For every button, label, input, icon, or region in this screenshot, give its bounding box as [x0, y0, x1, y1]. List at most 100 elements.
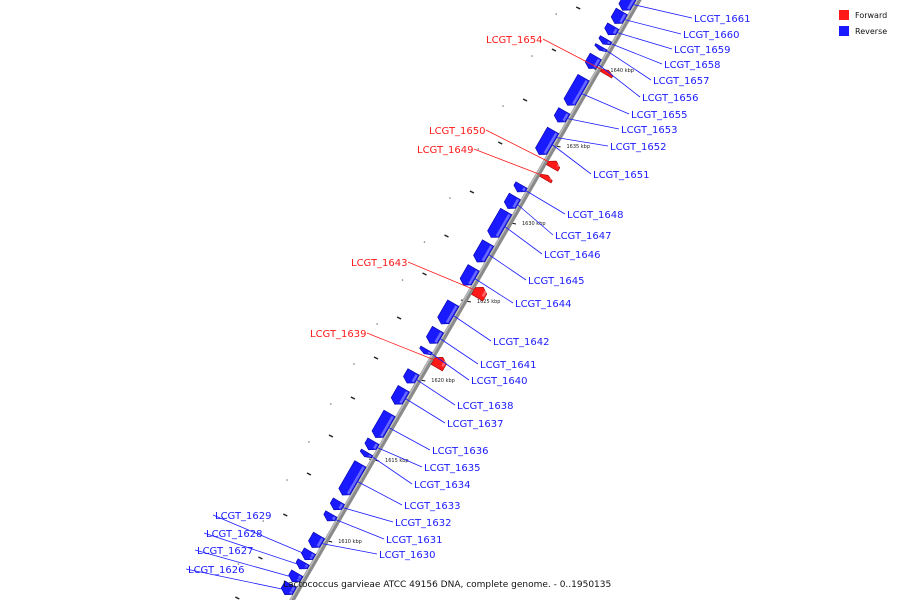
gene-label[interactable]: LCGT_1652	[610, 142, 667, 153]
gene-block[interactable]	[512, 181, 528, 195]
gene-label[interactable]: LCGT_1650	[429, 126, 486, 137]
gene-shine	[346, 466, 365, 495]
gene-block[interactable]	[502, 192, 521, 212]
gene-block[interactable]	[322, 510, 338, 524]
gene-label[interactable]: LCGT_1638	[457, 401, 514, 412]
track-dash	[422, 272, 427, 276]
gene-shape	[598, 35, 613, 46]
gene-block[interactable]	[539, 172, 554, 184]
gene-block[interactable]	[594, 43, 608, 54]
gene-block[interactable]	[424, 325, 445, 346]
gene-label[interactable]: LCGT_1630	[379, 550, 436, 561]
gene-shape	[594, 43, 608, 53]
gene-label[interactable]: LCGT_1657	[653, 76, 710, 87]
gene-label[interactable]: LCGT_1641	[480, 360, 537, 371]
gene-block[interactable]	[546, 158, 562, 172]
gene-label[interactable]: LCGT_1636	[432, 446, 489, 457]
gene-label[interactable]: LCGT_1640	[471, 376, 528, 387]
track-dot	[423, 241, 426, 243]
gene-block[interactable]	[359, 448, 374, 460]
gene-label[interactable]: LCGT_1644	[515, 299, 572, 310]
gene-block[interactable]	[603, 22, 620, 38]
gene-label[interactable]: LCGT_1661	[694, 14, 751, 25]
gene-leader	[473, 148, 543, 176]
gene-label[interactable]: LCGT_1634	[414, 480, 471, 491]
track-dot	[555, 13, 558, 15]
track-dash	[282, 513, 288, 517]
gene-leader	[371, 456, 413, 485]
gene-block[interactable]	[294, 558, 310, 572]
gene-label[interactable]: LCGT_1626	[188, 565, 245, 576]
gene-label[interactable]: LCGT_1653	[621, 125, 678, 136]
tick-label: 1635 kbp	[566, 144, 590, 150]
gene-label[interactable]: LCGT_1633	[404, 501, 461, 512]
gene-block[interactable]	[389, 385, 410, 407]
gene-label[interactable]: LCGT_1648	[567, 210, 624, 221]
gene-label[interactable]: LCGT_1639	[310, 329, 367, 340]
gene-leader	[335, 519, 385, 540]
gene-shape	[295, 558, 310, 570]
gene-label[interactable]: LCGT_1627	[197, 546, 254, 557]
gene-label[interactable]: LCGT_1655	[631, 110, 688, 121]
gene-block[interactable]	[401, 368, 420, 387]
gene-label[interactable]: LCGT_1656	[642, 93, 699, 104]
gene-label[interactable]: LCGT_1660	[683, 30, 740, 41]
gene-block[interactable]	[617, 0, 638, 14]
gene-block[interactable]	[471, 239, 495, 266]
gene-label[interactable]: LCGT_1632	[395, 518, 452, 529]
gene-label[interactable]: LCGT_1659	[674, 45, 731, 56]
gene-block[interactable]	[328, 497, 345, 513]
track-dot	[401, 279, 404, 281]
gene-shine	[296, 575, 302, 582]
gene-shine	[481, 289, 488, 297]
gene-label[interactable]: LCGT_1629	[215, 511, 272, 522]
track-dot	[330, 403, 332, 405]
gene-leader	[439, 338, 479, 365]
gene-block[interactable]	[363, 437, 380, 453]
gene-block[interactable]	[597, 35, 613, 48]
label-layer: LCGT_1661 LCGT_1660 LCGT_1659 LCGT_1658 LCGT…	[185, 4, 751, 592]
gene-block[interactable]	[436, 299, 460, 327]
gene-shine	[331, 516, 336, 521]
gene-label[interactable]: LCGT_1645	[528, 276, 585, 287]
legend-forward-label: Forward	[855, 11, 887, 20]
gene-shape	[323, 510, 338, 522]
gene-block[interactable]	[418, 345, 433, 357]
gene-block[interactable]	[533, 126, 560, 158]
track-dash	[350, 396, 356, 400]
gene-block[interactable]	[337, 460, 367, 499]
legend: Forward Reverse	[839, 10, 887, 36]
gene-label[interactable]: LCGT_1649	[417, 145, 474, 156]
gene-label[interactable]: LCGT_1637	[447, 419, 504, 430]
gene-block[interactable]	[609, 7, 628, 27]
track-dash	[575, 6, 581, 10]
gene-leader	[517, 204, 554, 236]
gene-block[interactable]	[458, 264, 480, 289]
gene-leader	[581, 93, 630, 115]
gene-label[interactable]: LCGT_1628	[206, 529, 263, 540]
gene-block[interactable]	[562, 73, 590, 108]
gene-label[interactable]: LCGT_1635	[424, 463, 481, 474]
gene-block[interactable]	[471, 284, 489, 302]
gene-shape	[546, 160, 561, 172]
gene-label[interactable]: LCGT_1631	[386, 535, 443, 546]
track-dot	[376, 323, 378, 325]
track-dot	[531, 55, 533, 57]
gene-shape	[535, 126, 560, 155]
gene-shape	[338, 460, 367, 496]
gene-block[interactable]	[552, 107, 571, 126]
gene-shape	[618, 0, 638, 11]
gene-label[interactable]: LCGT_1651	[593, 170, 650, 181]
gene-block[interactable]	[370, 409, 396, 441]
gene-label[interactable]: LCGT_1646	[544, 250, 601, 261]
gene-label[interactable]: LCGT_1642	[493, 337, 550, 348]
gene-block[interactable]	[306, 531, 326, 551]
legend-forward-swatch	[839, 10, 849, 20]
gene-block[interactable]	[486, 207, 513, 240]
gene-label[interactable]: LCGT_1654	[486, 35, 543, 46]
gene-label[interactable]: LCGT_1658	[664, 60, 721, 71]
gene-label[interactable]: LCGT_1647	[555, 231, 612, 242]
gene-label[interactable]: LCGT_1643	[351, 258, 408, 269]
gene-shine	[427, 351, 431, 355]
